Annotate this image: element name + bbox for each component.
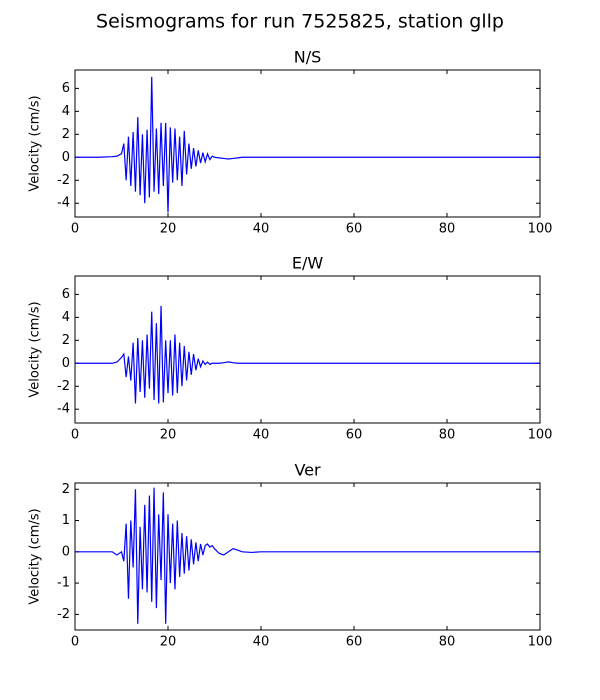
x-tick-label: 40 — [253, 222, 270, 237]
y-tick-label: -2 — [57, 379, 70, 394]
y-tick-label: 6 — [62, 287, 70, 302]
y-tick-label: 0 — [62, 150, 70, 165]
x-tick-label: 40 — [253, 428, 270, 443]
y-tick-label: 0 — [62, 356, 70, 371]
x-tick-label: 80 — [439, 635, 456, 650]
y-tick-label: 4 — [62, 104, 70, 119]
x-tick-label: 0 — [71, 635, 79, 650]
y-axis-label: Velocity (cm/s) — [28, 508, 43, 604]
x-tick-label: 100 — [528, 428, 553, 443]
y-tick-label: -2 — [57, 607, 70, 622]
y-tick-label: -1 — [57, 576, 70, 591]
x-tick-label: 60 — [346, 428, 363, 443]
y-axis-label: Velocity (cm/s) — [28, 301, 43, 397]
figure-title: Seismograms for run 7525825, station gll… — [96, 11, 504, 33]
x-tick-label: 40 — [253, 635, 270, 650]
data-line — [75, 76, 540, 213]
subplot-title: Ver — [294, 461, 321, 480]
x-tick-label: 0 — [71, 222, 79, 237]
y-tick-label: 2 — [62, 333, 70, 348]
subplot-title: E/W — [292, 254, 324, 273]
y-tick-label: 2 — [62, 127, 70, 142]
y-tick-label: 2 — [62, 482, 70, 497]
x-tick-label: 20 — [160, 222, 177, 237]
x-tick-label: 100 — [528, 222, 553, 237]
x-tick-label: 80 — [439, 428, 456, 443]
y-tick-label: -4 — [57, 196, 70, 211]
x-tick-label: 20 — [160, 635, 177, 650]
x-tick-label: 60 — [346, 635, 363, 650]
y-tick-label: -4 — [57, 402, 70, 417]
x-tick-label: 0 — [71, 428, 79, 443]
y-tick-label: 6 — [62, 81, 70, 96]
y-tick-label: 1 — [62, 513, 70, 528]
y-tick-label: 4 — [62, 310, 70, 325]
data-line — [75, 305, 540, 404]
axes-frame — [74, 482, 541, 631]
x-tick-label: 60 — [346, 222, 363, 237]
axes-frame — [74, 275, 541, 424]
y-tick-label: 0 — [62, 544, 70, 559]
y-tick-label: -2 — [57, 173, 70, 188]
x-tick-label: 20 — [160, 428, 177, 443]
data-line — [75, 487, 540, 624]
x-tick-label: 100 — [528, 635, 553, 650]
axes-frame — [74, 69, 541, 218]
x-tick-label: 80 — [439, 222, 456, 237]
y-axis-label: Velocity (cm/s) — [28, 95, 43, 191]
subplot-title: N/S — [294, 48, 322, 67]
